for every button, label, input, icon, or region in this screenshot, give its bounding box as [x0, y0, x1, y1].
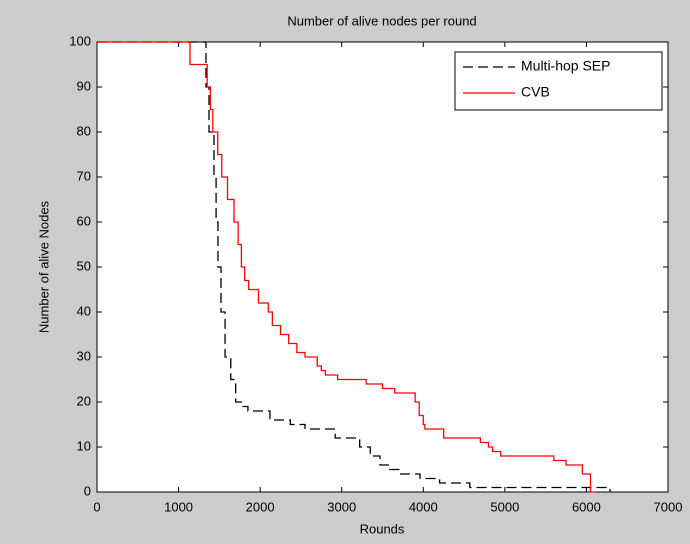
x-tick-label: 3000: [327, 499, 356, 514]
y-tick-label: 60: [77, 213, 91, 228]
series-line: [97, 41, 597, 493]
x-tick-label: 1000: [164, 499, 193, 514]
x-tick-label: 0: [93, 499, 100, 514]
x-tick-label: 6000: [572, 499, 601, 514]
y-tick-label: 70: [77, 168, 91, 183]
series-line: [97, 41, 611, 492]
plot-area: [96, 41, 669, 493]
x-tick-label: 7000: [654, 499, 683, 514]
y-tick-label: 50: [77, 258, 91, 273]
y-tick-label: 30: [77, 348, 91, 363]
legend: [454, 51, 663, 111]
y-tick-label: 0: [84, 483, 91, 498]
y-tick-label: 80: [77, 123, 91, 138]
x-tick-label: 5000: [490, 499, 519, 514]
y-axis-label: Number of alive Nodes: [36, 200, 51, 333]
legend-label: CVB: [521, 84, 550, 100]
x-tick-label: 4000: [409, 499, 438, 514]
legend-label: Multi-hop SEP: [521, 58, 610, 74]
y-tick-label: 10: [77, 438, 91, 453]
y-tick-label: 100: [69, 33, 91, 48]
x-tick-label: 2000: [246, 499, 275, 514]
chart-title: Number of alive nodes per round: [287, 13, 476, 28]
y-tick-label: 90: [77, 78, 91, 93]
x-axis-label: Rounds: [360, 521, 405, 536]
y-tick-label: 20: [77, 393, 91, 408]
y-tick-label: 40: [77, 303, 91, 318]
